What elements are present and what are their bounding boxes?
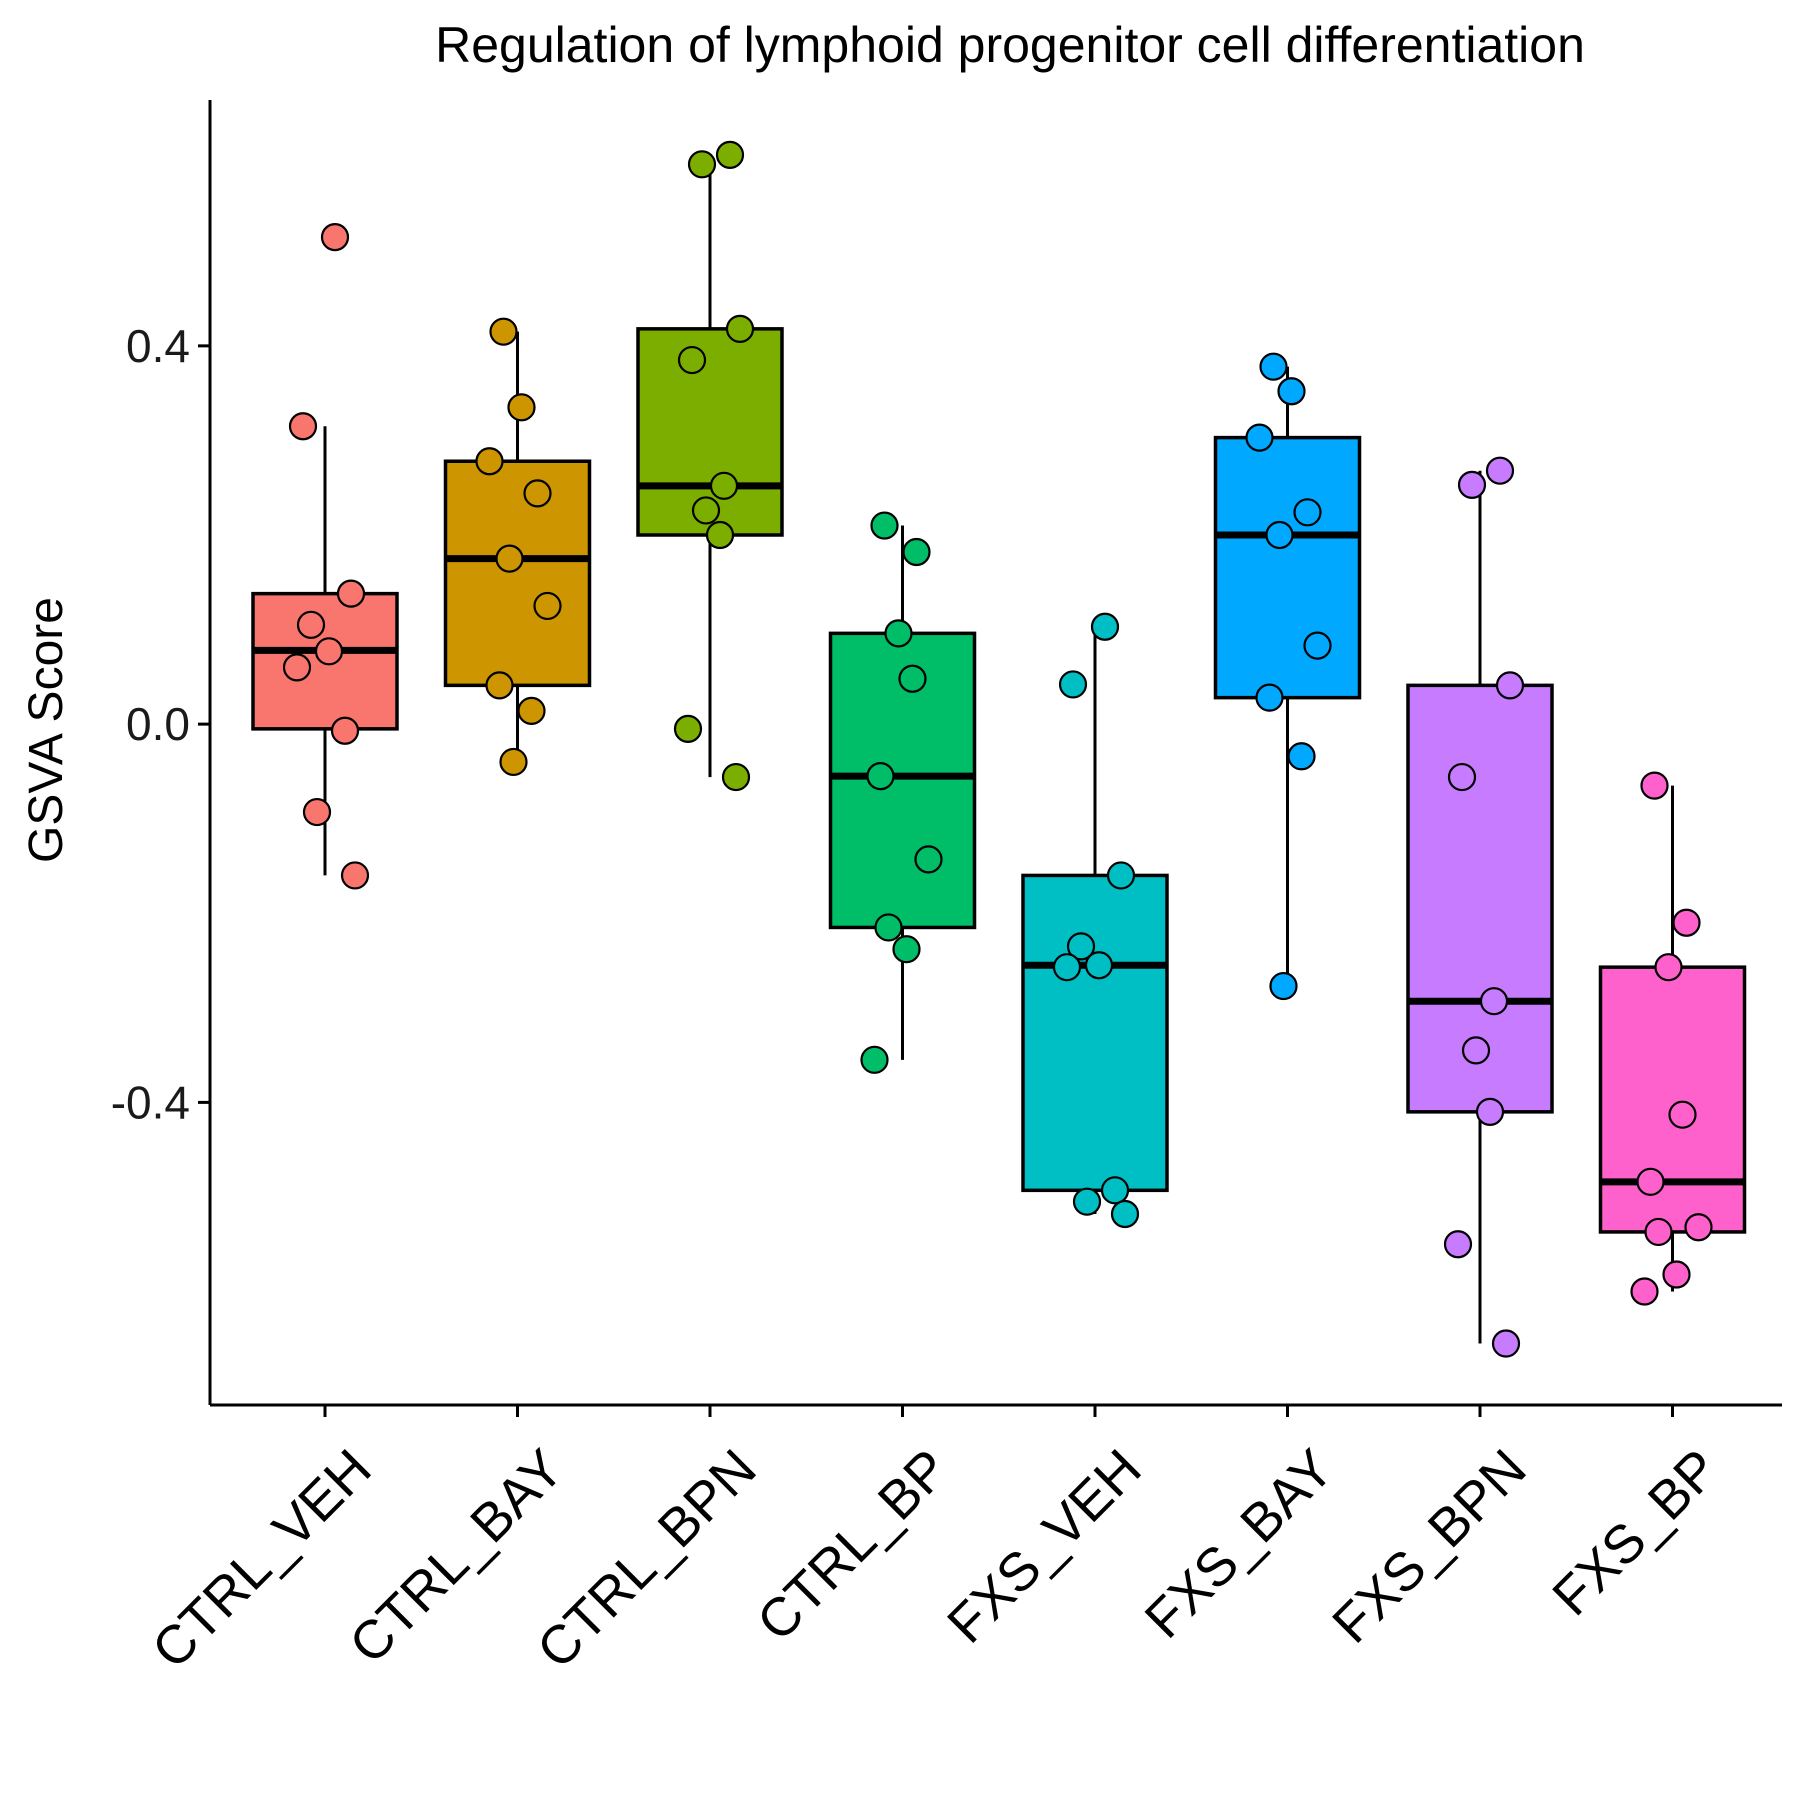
- data-point: [687, 150, 717, 179]
- data-point: [1461, 1036, 1491, 1065]
- axes: [208, 100, 1782, 1407]
- data-point: [1293, 498, 1322, 527]
- data-point: [1084, 951, 1114, 980]
- data-point: [870, 511, 899, 540]
- y-tick-label: 0.4: [126, 320, 190, 372]
- data-point: [902, 537, 931, 567]
- y-axis-ticks: -0.4 0.0 0.4: [111, 320, 210, 1128]
- box-ctrl-bay: [443, 459, 592, 688]
- data-point: [1265, 520, 1294, 550]
- data-point: [1636, 1167, 1665, 1196]
- data-point: [495, 544, 524, 573]
- data-point: [914, 845, 943, 874]
- y-tick-label: -0.4: [111, 1076, 190, 1128]
- data-point: [1644, 1217, 1673, 1247]
- box-fxs-bp: [1598, 965, 1747, 1234]
- data-point: [1640, 771, 1669, 800]
- data-point: [1106, 861, 1136, 890]
- y-axis-label: GSVA Score: [20, 597, 73, 863]
- data-point: [288, 412, 318, 441]
- x-tick-label: FXS_VEH: [936, 1438, 1152, 1654]
- data-point: [314, 637, 344, 666]
- data-point: [1684, 1213, 1713, 1242]
- points-layer: [282, 140, 1713, 1358]
- data-point: [1495, 671, 1525, 700]
- box-fxs-bay: [1213, 435, 1362, 700]
- data-point: [1303, 631, 1332, 660]
- data-point: [1287, 742, 1316, 771]
- data-point: [892, 935, 921, 964]
- data-point: [715, 140, 745, 169]
- data-point: [282, 653, 312, 682]
- data-point: [884, 619, 913, 648]
- x-tick-label: CTRL_BP: [746, 1438, 960, 1652]
- data-point: [1245, 423, 1274, 452]
- data-point: [673, 714, 703, 743]
- data-point: [1072, 1187, 1102, 1216]
- y-tick-label: 0.0: [126, 698, 190, 750]
- data-point: [1630, 1277, 1659, 1306]
- data-point: [1447, 762, 1477, 792]
- data-point: [523, 479, 552, 508]
- data-point: [874, 913, 903, 942]
- data-point: [336, 579, 366, 608]
- data-point: [320, 223, 350, 252]
- x-tick-label: FXS_BP: [1541, 1438, 1730, 1627]
- chart-title: Regulation of lymphoid progenitor cell d…: [435, 17, 1585, 73]
- data-point: [1255, 683, 1284, 712]
- data-point: [1479, 987, 1509, 1016]
- data-point: [1443, 1230, 1473, 1259]
- data-point: [507, 393, 536, 422]
- data-point: [1457, 470, 1487, 499]
- data-point: [485, 671, 514, 700]
- x-tick-label: CTRL_VEH: [141, 1438, 383, 1680]
- data-point: [1066, 932, 1096, 961]
- data-point: [1485, 456, 1515, 485]
- data-point: [475, 447, 504, 476]
- data-point: [1668, 1100, 1697, 1129]
- data-point: [898, 664, 927, 693]
- data-point: [691, 496, 721, 525]
- data-point: [677, 345, 707, 375]
- data-point: [330, 716, 360, 745]
- data-point: [1090, 612, 1120, 641]
- data-point: [1058, 670, 1088, 699]
- data-point: [721, 762, 751, 792]
- data-point: [340, 861, 370, 890]
- data-point: [709, 471, 739, 500]
- data-point: [1110, 1199, 1140, 1229]
- data-point: [489, 317, 518, 346]
- data-point: [705, 520, 735, 550]
- boxes-layer: [251, 154, 1747, 1344]
- x-axis-ticks: CTRL_VEHCTRL_BAYCTRL_BPNCTRL_BPFXS_VEHFX…: [141, 1405, 1730, 1680]
- data-point: [302, 797, 332, 827]
- data-point: [1491, 1329, 1521, 1358]
- data-point: [1475, 1097, 1505, 1126]
- data-point: [533, 591, 562, 621]
- x-tick-label: FXS_BPN: [1321, 1438, 1537, 1654]
- data-point: [1259, 352, 1288, 381]
- box-fxs-veh: [1021, 873, 1169, 1193]
- data-point: [1662, 1260, 1691, 1289]
- data-point: [296, 610, 326, 639]
- data-point: [866, 762, 895, 791]
- data-point: [1100, 1176, 1130, 1205]
- data-point: [499, 747, 528, 777]
- data-point: [1277, 377, 1306, 406]
- data-point: [860, 1045, 889, 1074]
- data-point: [517, 696, 546, 725]
- data-point: [1269, 971, 1298, 1001]
- data-point: [1654, 953, 1683, 982]
- data-point: [1672, 908, 1701, 937]
- data-point: [1052, 953, 1082, 982]
- x-tick-label: FXS_BAY: [1134, 1438, 1346, 1650]
- data-point: [725, 314, 755, 343]
